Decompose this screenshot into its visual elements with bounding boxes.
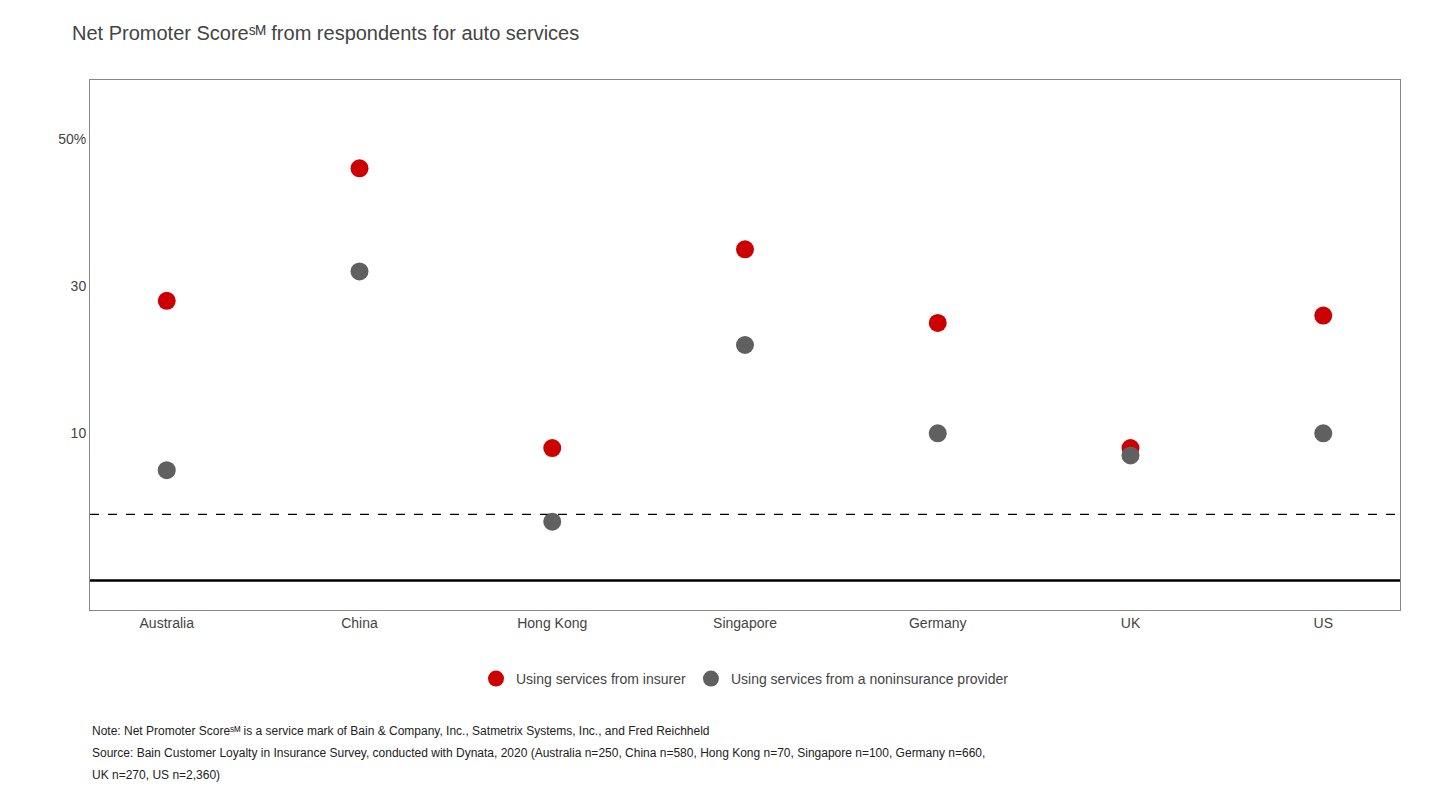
svg-text:Net Promoter Scoreˢᴹ from resp: Net Promoter Scoreˢᴹ from respondents fo… (72, 22, 579, 44)
svg-text:Note: Net Promoter Scoreˢᴹ is: Note: Net Promoter Scoreˢᴹ is a service … (92, 724, 710, 738)
svg-text:Source: Bain Customer Loyalty: Source: Bain Customer Loyalty in Insuran… (92, 746, 985, 760)
svg-text:Germany: Germany (909, 615, 967, 631)
svg-text:UK n=270, US n=2,360): UK n=270, US n=2,360) (92, 768, 220, 782)
svg-text:Using services from a noninsur: Using services from a noninsurance provi… (731, 671, 1008, 687)
svg-text:US: US (1314, 615, 1333, 631)
svg-text:Using services from insurer: Using services from insurer (516, 671, 686, 687)
svg-text:10: 10 (71, 425, 87, 441)
svg-text:UK: UK (1121, 615, 1141, 631)
svg-text:Singapore: Singapore (713, 615, 777, 631)
svg-text:50%: 50% (58, 131, 86, 147)
svg-text:30: 30 (71, 278, 87, 294)
svg-text:China: China (341, 615, 378, 631)
svg-text:Hong Kong: Hong Kong (517, 615, 587, 631)
svg-text:Australia: Australia (140, 615, 195, 631)
